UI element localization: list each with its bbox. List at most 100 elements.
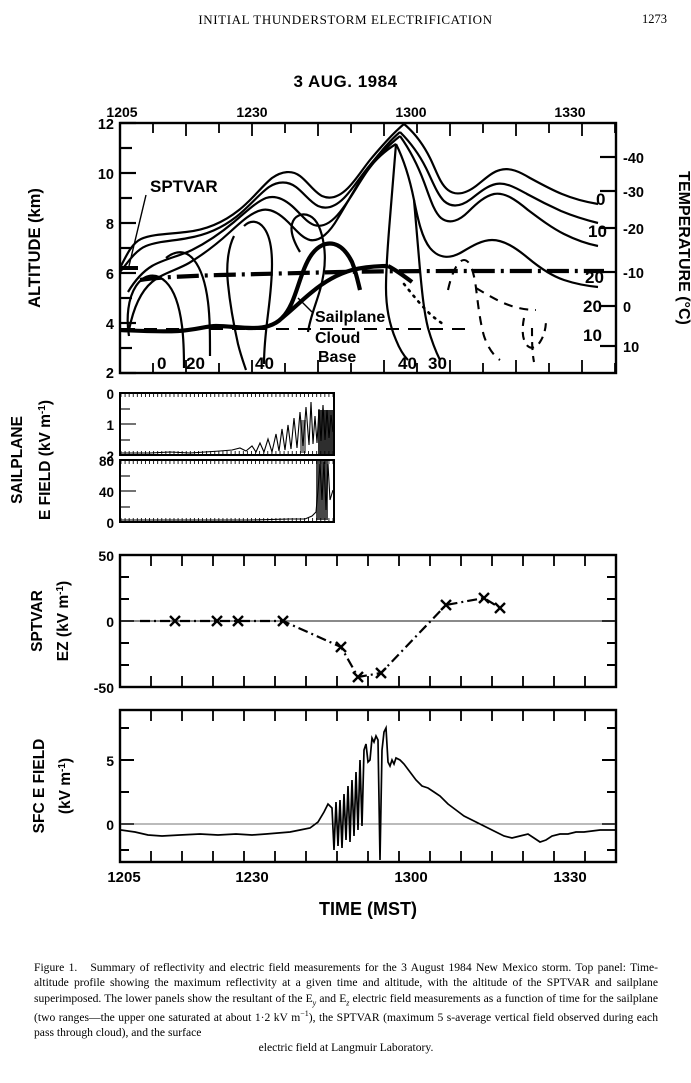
sptvar-track bbox=[120, 266, 604, 283]
ez-marker bbox=[211, 615, 223, 627]
ez-marker bbox=[169, 615, 181, 627]
sptvar-leader-line bbox=[128, 194, 147, 267]
sailplane-axis-title-line1: SAILPLANE bbox=[9, 416, 26, 504]
caption-body-4: ), the SPTVAR (maximum 5 s-average verti… bbox=[34, 1010, 658, 1040]
sptvar-ez-bottom-ticks bbox=[150, 676, 586, 687]
top-panel: 1205 1230 1300 1330 12 10 8 6 4 2 -40 bbox=[26, 104, 691, 382]
ez-marker bbox=[440, 599, 452, 611]
ez-marker bbox=[375, 667, 387, 679]
contour-40-mid-b bbox=[226, 235, 248, 371]
sfc-unit-close: ) bbox=[57, 758, 74, 763]
svg-text:(kV m-1): (kV m-1) bbox=[57, 758, 75, 814]
top-panel-time-labels: 1205 1230 1300 1330 bbox=[106, 104, 585, 120]
time-axis-title: TIME (MST) bbox=[319, 899, 417, 919]
time-tick-1300: 1300 bbox=[395, 104, 426, 120]
caption-sub-y: y bbox=[312, 998, 317, 1008]
sfc-time-1230: 1230 bbox=[235, 869, 268, 886]
sailplane-low-range-labels: 0 1 2 bbox=[106, 387, 114, 464]
contour-10-right bbox=[399, 131, 599, 225]
sptvar-ez-trace bbox=[140, 596, 501, 679]
top-panel-right-ticks bbox=[600, 155, 616, 348]
alt-tick-10: 10 bbox=[98, 167, 114, 183]
sailplane-high-range-burst bbox=[316, 460, 328, 520]
label-sailplane: Sailplane bbox=[315, 309, 385, 326]
sptvar-ez-panel: 50 0 -50 SPTVAR EZ (kV m-1) bbox=[29, 548, 618, 696]
dotted-trace bbox=[402, 282, 448, 328]
caption-last-line: electric field at Langmuir Laboratory. bbox=[258, 1041, 434, 1055]
sailplane-axis-title-line2: E FIELD (kV m-1) bbox=[37, 400, 55, 520]
sp2-tick-40: 40 bbox=[99, 485, 114, 500]
sfc-time-1205: 1205 bbox=[107, 869, 140, 886]
sailplane-panels: SAILPLANE E FIELD (kV m-1) 0 bbox=[9, 387, 335, 531]
sailplane-high-range-ticks bbox=[120, 459, 136, 523]
sailplane-low-range-ticks bbox=[120, 392, 136, 456]
sailplane-high-range-frame bbox=[119, 459, 335, 523]
ez-marker bbox=[277, 615, 289, 627]
sfc-tick-labels: 5 0 bbox=[106, 753, 114, 833]
label-right-20b: 20 bbox=[583, 297, 602, 316]
sfc-tick-0: 0 bbox=[106, 817, 114, 833]
caption-sub-z: z bbox=[346, 998, 350, 1008]
sfc-e-field-panel: 5 0 SFC E FIELD (kV m-1) 1205 bbox=[31, 708, 618, 919]
sailplane-low-range-dense-a bbox=[300, 420, 306, 453]
caption-body-1: Summary of reflectivity and electric fie… bbox=[34, 961, 658, 1005]
sfc-unit-text: (kV m bbox=[57, 772, 74, 814]
sfc-time-1300: 1300 bbox=[394, 869, 427, 886]
ez-tick-m50: -50 bbox=[94, 680, 114, 696]
top-panel-annotations: SPTVAR Sailplane Cloud Base 0 20 40 40 3… bbox=[150, 177, 607, 373]
temperature-axis-title: TEMPERATURE (°C) bbox=[675, 171, 691, 325]
sptvar-track-line bbox=[139, 268, 604, 283]
label-right-10b: 10 bbox=[583, 326, 602, 345]
sfc-bottom-ticks bbox=[150, 851, 586, 862]
temp-tick-10: 10 bbox=[623, 340, 639, 356]
contour-20-right bbox=[399, 135, 599, 248]
sfc-axis-title-line2: (kV m-1) bbox=[57, 758, 75, 814]
time-tick-1230: 1230 bbox=[236, 104, 267, 120]
contour-0-right bbox=[403, 123, 599, 206]
sfc-unit-sup: -1 bbox=[57, 763, 68, 772]
sfc-top-ticks bbox=[150, 710, 586, 721]
sp2-tick-0: 0 bbox=[106, 516, 114, 531]
ez-marker bbox=[352, 671, 364, 683]
sptvar-unit-sup: -1 bbox=[55, 586, 66, 595]
label-contour-30: 30 bbox=[428, 354, 447, 373]
contour-dashed-a bbox=[446, 258, 501, 361]
reflectivity-contours bbox=[120, 123, 599, 371]
figure-graphic: 1205 1230 1300 1330 12 10 8 6 4 2 -40 bbox=[9, 104, 691, 919]
sfc-trace bbox=[120, 724, 615, 861]
alt-tick-8: 8 bbox=[106, 217, 114, 233]
page-number: 1273 bbox=[642, 12, 667, 26]
top-panel-altitude-labels: 12 10 8 6 4 2 bbox=[98, 117, 114, 382]
sailplane-track-b bbox=[280, 263, 389, 320]
sfc-path bbox=[120, 724, 615, 861]
label-right-10: 10 bbox=[588, 222, 607, 241]
contour-30-upper bbox=[127, 143, 397, 331]
contour-tail-40 bbox=[384, 143, 409, 361]
label-contour-40: 40 bbox=[255, 354, 274, 373]
ez-marker bbox=[232, 615, 244, 627]
ez-marker bbox=[478, 592, 490, 604]
sptvar-axis-title-line1: SPTVAR bbox=[29, 590, 46, 652]
ez-tick-50: 50 bbox=[98, 548, 114, 564]
temp-tick-m30: -30 bbox=[623, 185, 644, 201]
caption-body-3: electric field measurements as a functio… bbox=[34, 991, 658, 1024]
contour-dashed-c bbox=[521, 317, 548, 349]
caption-label: Figure 1. bbox=[34, 961, 78, 974]
contour-10-upper bbox=[120, 131, 401, 273]
sailplane-high-range-labels: 80 40 0 bbox=[99, 454, 114, 531]
contour-tail-30 bbox=[412, 199, 441, 361]
svg-text:E FIELD (kV m-1): E FIELD (kV m-1) bbox=[37, 400, 55, 520]
temp-tick-m10: -10 bbox=[623, 266, 644, 282]
sailplane-track-c bbox=[387, 264, 414, 284]
alt-tick-12: 12 bbox=[98, 117, 114, 133]
sptvar-ez-top-ticks bbox=[150, 555, 586, 566]
contour-40-peak bbox=[290, 213, 326, 333]
temp-tick-m40: -40 bbox=[623, 151, 644, 167]
minor-tick-row bbox=[120, 393, 334, 455]
alt-tick-2: 2 bbox=[106, 366, 114, 382]
sptvar-ez-path bbox=[140, 596, 501, 679]
sfc-right-ticks bbox=[602, 727, 616, 851]
top-panel-bottom-ticks bbox=[119, 360, 616, 373]
altitude-axis-title: ALTITUDE (km) bbox=[26, 188, 44, 308]
